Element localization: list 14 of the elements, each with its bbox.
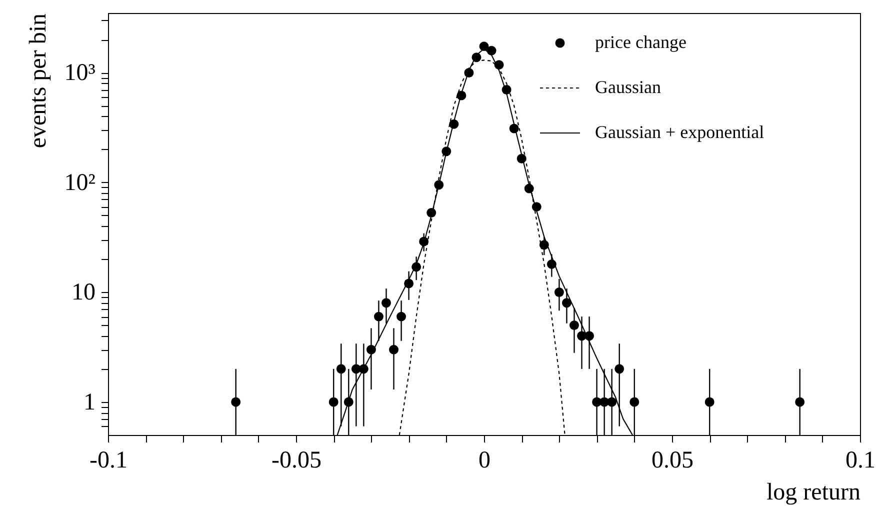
y-tick-label: 1: [84, 389, 96, 416]
y-axis-title: events per bin: [25, 14, 52, 148]
x-tick-label: 0: [478, 448, 490, 474]
y-tick-label: 10²: [64, 170, 96, 196]
x-tick-label: -0.05: [272, 448, 322, 474]
x-tick-label: 0.05: [652, 448, 694, 474]
x-axis-title: log return: [766, 480, 860, 506]
y-tick-label: 10: [72, 280, 96, 306]
legend-label: price change: [595, 32, 686, 52]
legend-label: Gaussian: [595, 77, 661, 97]
y-tick-label: 10³: [64, 60, 96, 86]
legend-label: Gaussian + exponential: [595, 122, 764, 142]
x-tick-label: -0.1: [90, 448, 128, 474]
x-tick-label: 0.1: [846, 448, 876, 474]
